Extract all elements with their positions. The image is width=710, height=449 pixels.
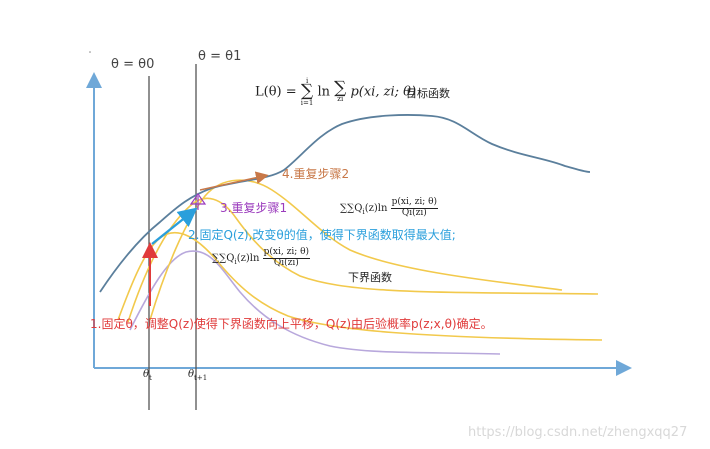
watermark: https://blog.csdn.net/zhengxqq27 — [468, 425, 688, 440]
lower-bound-1-denominator: Qi(zi) — [401, 207, 427, 218]
x-tick-theta-t: θt — [143, 369, 152, 382]
lavender-curve — [129, 250, 501, 355]
step1-text: 1.固定θ，调整Q(z)使得下界函数向上平移，Q(z)由后验概率p(z;x,θ)… — [90, 317, 493, 331]
lower-bound-1-prefix: ∑∑Q — [340, 202, 363, 214]
lower-bound-function-label: 下界函数 — [348, 271, 392, 284]
step4-arrow — [199, 171, 269, 191]
theta1-top-label: θ = θ1 — [198, 49, 242, 64]
lower-bound-2-denominator: Qi(zi) — [273, 257, 299, 268]
lower-bound-formula-1: ∑∑Qi(z)ln p(xi, zi; θ) Qi(zi) — [340, 197, 439, 218]
objective-inner-sum-bottom: zi — [337, 95, 344, 104]
lower-bound-2-prefix: ∑∑Q — [212, 252, 235, 264]
objective-sum-top: i — [305, 77, 309, 85]
objective-sum-bottom: i=1 — [300, 98, 314, 107]
lower-bound-2-numerator: p(xi, zi; θ) — [262, 247, 311, 259]
lower-bound-1-numerator: p(xi, zi; θ) — [390, 197, 439, 209]
step3-text: 3.重复步骤1 — [220, 201, 288, 215]
objective-curve — [99, 114, 591, 293]
objective-ln: ln — [317, 84, 331, 100]
step4-text: 4.重复步骤2 — [282, 167, 350, 181]
objective-p: p(xi, zi; θ) — [350, 84, 417, 100]
x-tick-theta-t1: θt+1 — [188, 369, 208, 382]
theta0-top-label: θ = θ0 — [111, 57, 155, 72]
lower-bound-formula-2: ∑∑Qi(z)ln p(xi, zi; θ) Qi(zi) — [212, 247, 311, 268]
step3-arrowhead — [189, 192, 207, 205]
objective-function-label: 目标函数 — [406, 87, 450, 100]
objective-eq: = — [285, 84, 297, 100]
corner-dot — [89, 51, 91, 53]
objective-lhs: L(θ) — [255, 84, 282, 100]
step2-text: 2.固定Q(z),改变θ的值，使得下界函数取得最大值; — [188, 228, 456, 242]
objective-formula: L(θ) = i ∑ i=1 ln ∑ zi p(xi, zi; θ) — [255, 77, 417, 107]
step2-arrow — [151, 207, 198, 245]
lower-bound-curve-3 — [149, 179, 563, 321]
